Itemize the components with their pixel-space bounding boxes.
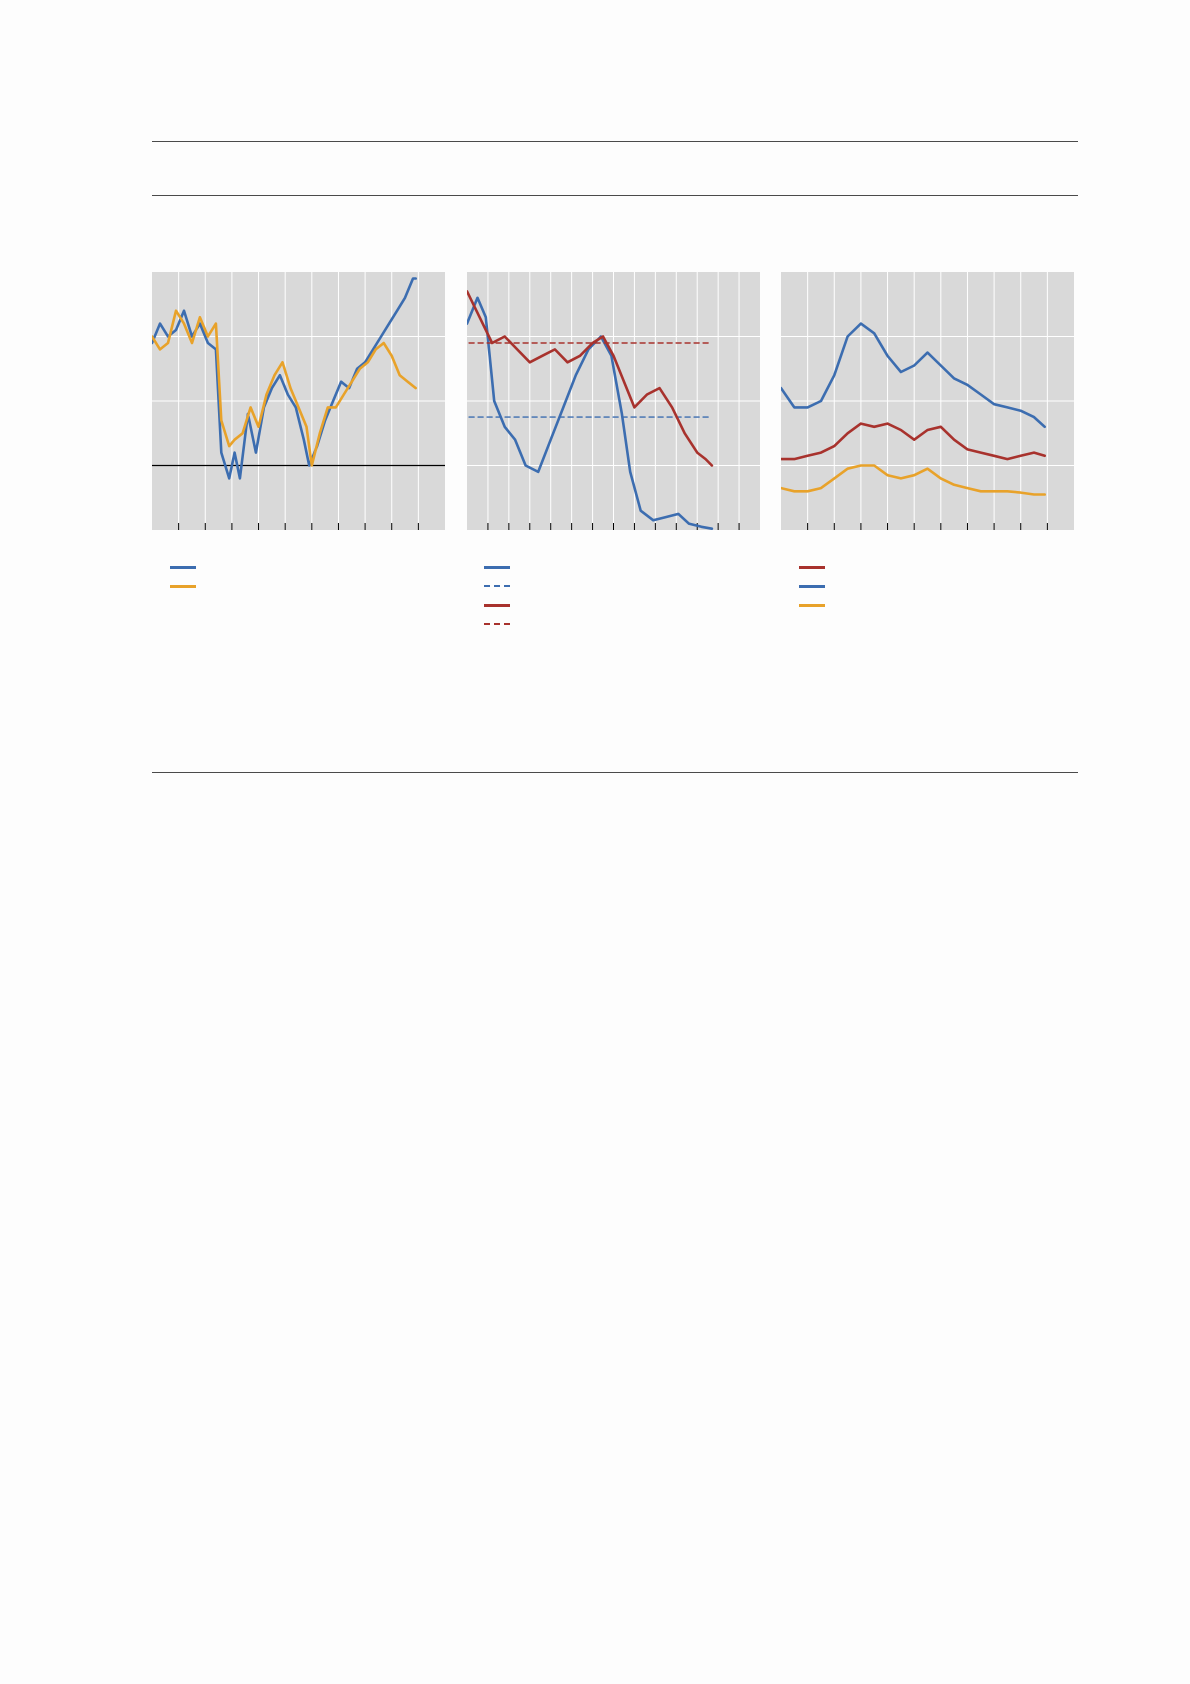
chart-1-svg (152, 272, 445, 530)
chart-panel-1 (152, 272, 445, 530)
bottom-rule (152, 772, 1078, 773)
legend-item (170, 558, 370, 576)
legend-item (484, 615, 684, 633)
header-rule (152, 195, 1078, 196)
chart-2-svg (467, 272, 760, 530)
legend-item (484, 596, 684, 614)
legend-swatch-red-dashed (484, 623, 510, 625)
legend-swatch-blue-dashed (484, 585, 510, 587)
series-line-2 (781, 322, 1047, 429)
legend-item (170, 577, 370, 595)
series-line-3 (467, 289, 714, 467)
legend-swatch-blue (170, 566, 196, 569)
legend-swatch-blue (799, 585, 825, 588)
legend-swatch-blue (484, 566, 510, 569)
series-line-1 (467, 296, 714, 530)
chart-panel-3 (781, 272, 1074, 530)
legend-swatch-red (799, 566, 825, 569)
legend-swatch-red (484, 604, 510, 607)
series-line-3 (781, 464, 1047, 496)
legend-item (484, 558, 684, 576)
legend-item (799, 596, 999, 614)
legend-swatch-orange (799, 604, 825, 607)
series-line-1 (781, 422, 1047, 461)
legend-swatch-orange (170, 585, 196, 588)
legend-item (799, 558, 999, 576)
legend-item (799, 577, 999, 595)
legend-item (484, 577, 684, 595)
top-rule (152, 141, 1078, 142)
chart-3-svg (781, 272, 1074, 530)
chart-panel-2 (467, 272, 760, 530)
series-line-2 (152, 309, 418, 467)
